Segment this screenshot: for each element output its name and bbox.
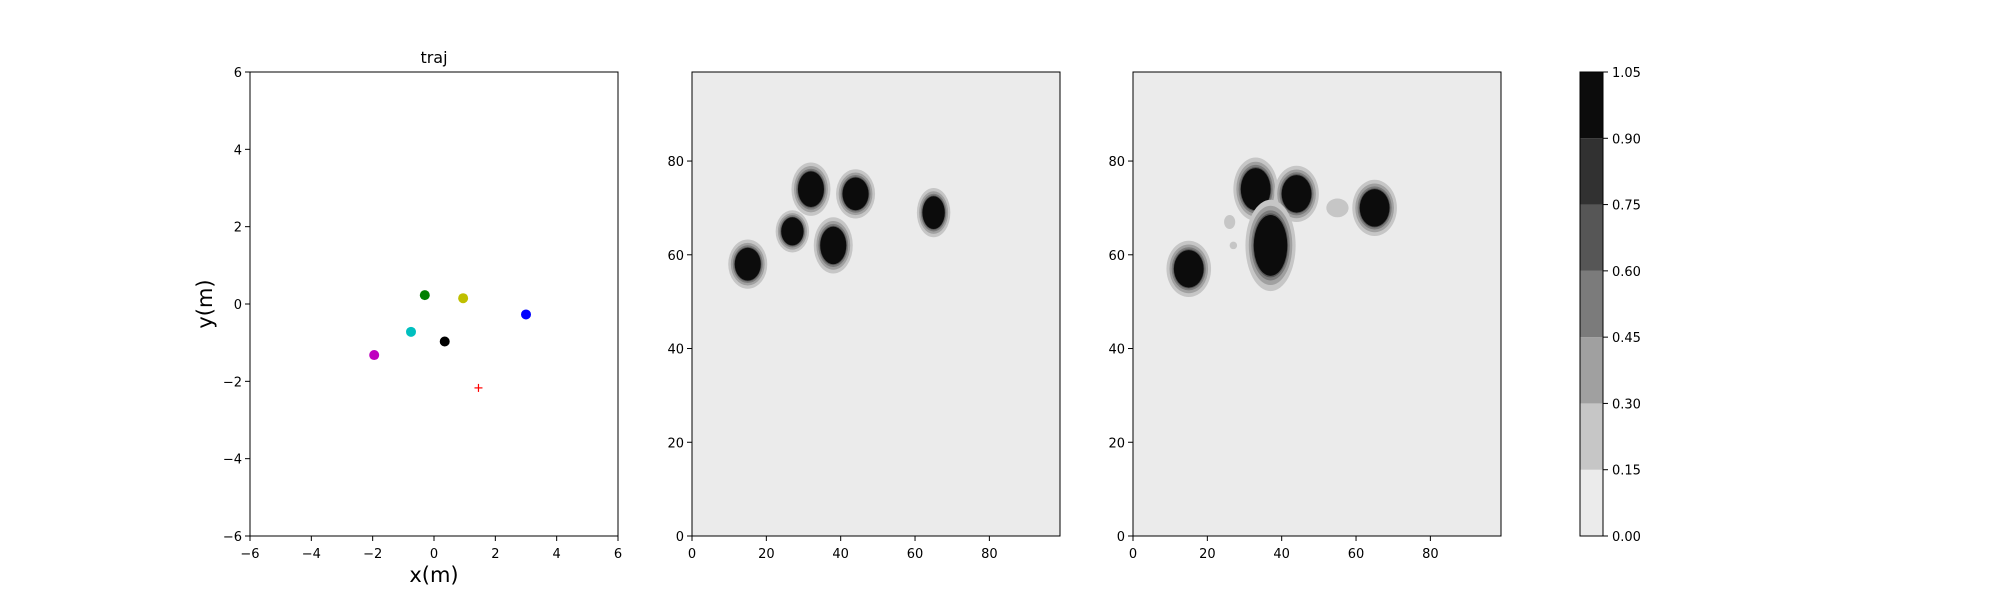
traj-y-tick-label: 2 bbox=[234, 221, 242, 236]
colorbar-band bbox=[1580, 72, 1603, 139]
colorbar-ticks: 0.00 0.15 0.30 0.45 0.60 0.75 0.90 1.05 bbox=[1603, 66, 1641, 545]
estimate-plot-area bbox=[1133, 72, 1501, 536]
traj-x-tick-label: −2 bbox=[363, 547, 382, 562]
colorbar-band bbox=[1580, 270, 1603, 338]
estimate-obstacle-blob bbox=[1281, 175, 1312, 213]
traj-y-tick-label: −2 bbox=[223, 375, 242, 390]
traj-x-tick-label: 6 bbox=[614, 547, 622, 562]
colorbar: 0.00 0.15 0.30 0.45 0.60 0.75 0.90 1.05 bbox=[1579, 66, 1641, 545]
colorbar-tick-label: 0.90 bbox=[1612, 132, 1641, 147]
colorbar-bands bbox=[1580, 72, 1603, 536]
estimate-y-tick-label: 40 bbox=[1108, 343, 1125, 358]
estimate-y-tick-label: 20 bbox=[1108, 436, 1125, 451]
traj-panel: traj −6 −4 −2 0 2 4 6 −6 −4 −2 0 2 4 6 x(m) y(m) bbox=[193, 48, 622, 587]
colorbar-tick-label: 1.05 bbox=[1612, 66, 1641, 81]
estimate-obstacle-blob bbox=[1240, 168, 1271, 211]
estimate-obstacle-blob bbox=[1229, 241, 1238, 250]
colorbar-band bbox=[1580, 204, 1603, 271]
colorbar-tick-label: 0.15 bbox=[1612, 464, 1641, 479]
map-obstacle-blob bbox=[820, 226, 847, 265]
traj-y-tick-label: 4 bbox=[234, 143, 242, 158]
estimate-x-tick-label: 0 bbox=[1129, 547, 1137, 562]
estimate-obstacle-blob bbox=[1253, 214, 1288, 276]
traj-agent-point bbox=[406, 326, 416, 337]
estimate-y-tick-label: 80 bbox=[1108, 155, 1125, 170]
estimate-obstacles bbox=[1166, 157, 1397, 297]
traj-y-tick-label: −6 bbox=[223, 530, 242, 545]
traj-agent-point bbox=[419, 290, 430, 301]
map-obstacle-blob bbox=[842, 177, 869, 211]
estimate-x-tick-label: 40 bbox=[1273, 547, 1290, 562]
estimate-x-tick-label: 20 bbox=[1199, 547, 1216, 562]
colorbar-band bbox=[1580, 469, 1603, 536]
colorbar-band bbox=[1580, 138, 1603, 205]
colorbar-tick-label: 0.75 bbox=[1612, 199, 1641, 214]
map-x-axis: 0 20 40 60 80 bbox=[688, 536, 998, 562]
map-panel-ground-truth: 0 20 40 60 80 0 20 40 60 80 bbox=[667, 71, 1061, 562]
traj-points bbox=[369, 290, 531, 392]
estimate-obstacle-blob bbox=[1173, 250, 1204, 288]
map-y-tick-label: 20 bbox=[667, 436, 684, 451]
traj-plot-area bbox=[249, 71, 619, 537]
traj-x-tick-label: 4 bbox=[553, 547, 561, 562]
traj-x-label: x(m) bbox=[409, 563, 458, 587]
estimate-x-tick-label: 80 bbox=[1422, 547, 1439, 562]
traj-goal-marker bbox=[474, 383, 483, 392]
estimate-y-axis: 0 20 40 60 80 bbox=[1108, 155, 1133, 545]
traj-y-label: y(m) bbox=[193, 279, 217, 328]
map-y-tick-label: 0 bbox=[676, 530, 684, 545]
estimate-x-axis: 0 20 40 60 80 bbox=[1129, 536, 1439, 562]
estimate-y-tick-label: 0 bbox=[1117, 530, 1125, 545]
traj-x-tick-label: 2 bbox=[491, 547, 499, 562]
map-obstacle-blob bbox=[922, 196, 945, 230]
map-y-tick-label: 80 bbox=[667, 155, 684, 170]
map-x-tick-label: 20 bbox=[758, 547, 775, 562]
traj-y-axis: −6 −4 −2 0 2 4 6 bbox=[223, 66, 250, 545]
colorbar-tick-label: 0.45 bbox=[1612, 331, 1641, 346]
colorbar-tick-label: 0.30 bbox=[1612, 397, 1641, 412]
map-y-axis: 0 20 40 60 80 bbox=[667, 155, 692, 545]
map-x-tick-label: 60 bbox=[907, 547, 924, 562]
map-y-tick-label: 40 bbox=[667, 343, 684, 358]
map-x-tick-label: 80 bbox=[981, 547, 998, 562]
colorbar-tick-label: 0.00 bbox=[1612, 530, 1641, 545]
traj-x-axis: −6 −4 −2 0 2 4 6 bbox=[240, 536, 622, 562]
estimate-x-tick-label: 60 bbox=[1348, 547, 1365, 562]
map-x-tick-label: 0 bbox=[688, 547, 696, 562]
estimate-y-tick-label: 60 bbox=[1108, 249, 1125, 264]
colorbar-band bbox=[1580, 403, 1603, 470]
traj-x-tick-label: 0 bbox=[430, 547, 438, 562]
map-y-tick-label: 60 bbox=[667, 249, 684, 264]
colorbar-band bbox=[1580, 337, 1603, 404]
map-obstacle-blob bbox=[781, 217, 804, 246]
traj-y-tick-label: 0 bbox=[234, 298, 242, 313]
traj-agent-point bbox=[369, 350, 380, 361]
traj-x-tick-label: −4 bbox=[302, 547, 321, 562]
estimate-obstacle-blob bbox=[1359, 189, 1390, 227]
map-panel-estimate: 0 20 40 60 80 0 20 40 60 80 bbox=[1108, 71, 1502, 562]
colorbar-tick-label: 0.60 bbox=[1612, 265, 1641, 280]
traj-agent-point bbox=[439, 336, 450, 347]
traj-y-tick-label: 6 bbox=[234, 66, 242, 81]
traj-title: traj bbox=[420, 48, 447, 67]
map-obstacle-blob bbox=[734, 247, 761, 281]
map-obstacles bbox=[728, 162, 951, 289]
traj-x-tick-label: −6 bbox=[240, 547, 259, 562]
estimate-obstacle-blob bbox=[1326, 198, 1349, 218]
traj-agent-point bbox=[521, 309, 531, 320]
traj-agent-point bbox=[458, 293, 469, 304]
map-x-tick-label: 40 bbox=[832, 547, 849, 562]
traj-y-tick-label: −4 bbox=[223, 453, 242, 468]
map-obstacle-blob bbox=[797, 171, 824, 207]
estimate-obstacle-blob bbox=[1224, 214, 1236, 230]
map-plot-area bbox=[692, 72, 1060, 536]
